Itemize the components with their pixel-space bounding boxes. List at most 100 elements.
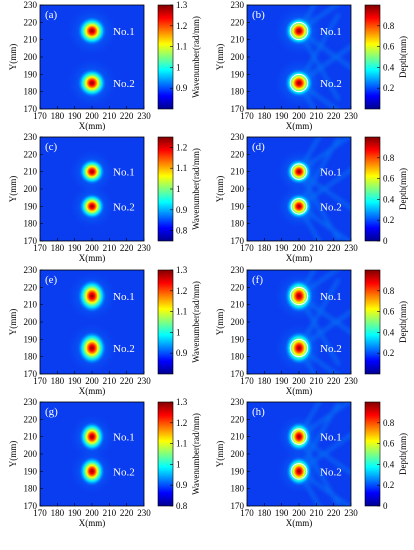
defect-label: No.2 <box>320 78 342 90</box>
y-tick-label: 190 <box>231 466 245 476</box>
y-tick-label: 180 <box>231 484 245 494</box>
defect-spot-1 <box>79 159 105 185</box>
defect-label: No.1 <box>320 432 342 444</box>
y-tick-label: 220 <box>24 149 38 159</box>
panel-g: No.1No.2(g)170 180 190 200 210 220 23017018019… <box>8 397 201 528</box>
y-tick-label: 170 <box>231 369 245 379</box>
y-tick-label: 210 <box>231 167 245 177</box>
y-tick-label: 220 <box>231 149 245 159</box>
defect-spot-2 <box>78 69 106 97</box>
colorbar-tick-label: 0.8 <box>383 286 395 296</box>
x-tick-label: 230 <box>344 111 358 121</box>
x-tick-label: 180 <box>51 508 65 518</box>
defect-label: No.2 <box>113 78 135 90</box>
panel-label: (f) <box>252 274 263 286</box>
defect-outline <box>290 463 308 480</box>
colorbar-tick-label: 0.4 <box>383 327 395 337</box>
x-tick-label: 200 <box>292 111 306 121</box>
panel-d: No.1No.2(d)170 180 190 200 210 220 23017018019… <box>215 132 408 263</box>
heatmap-area <box>40 270 144 374</box>
colorbar-label: Wavenumber(rad/mm) <box>191 281 201 363</box>
x-tick-label: 170 <box>240 111 254 121</box>
x-tick-label: 190 <box>275 111 289 121</box>
x-tick-label: 230 <box>344 243 358 253</box>
colorbar <box>364 136 381 242</box>
x-tick-label: 180 <box>258 508 272 518</box>
panel-h: No.1No.2(h)170 180 190 200 210 220 23017018019… <box>215 397 408 528</box>
colorbar-tick-label: 0.2 <box>383 480 394 490</box>
defect-spot-2 <box>79 456 105 486</box>
y-tick-label: 200 <box>24 184 38 194</box>
x-tick-label: 210 <box>310 111 324 121</box>
colorbar-tick-label: 0.4 <box>383 194 395 204</box>
colorbar-tick-label: 0 <box>383 501 388 511</box>
panel-e: No.1No.2(e)170 180 190 200 210 220 23017018019… <box>8 265 201 396</box>
colorbar-tick-label: 0.4 <box>383 459 395 469</box>
y-tick-label: 180 <box>24 87 38 97</box>
x-tick-label: 220 <box>120 376 134 386</box>
y-axis-label: Y(mm) <box>8 44 18 71</box>
colorbar-tick-label: 1.2 <box>176 286 187 296</box>
colorbar-label: Depth(mm) <box>398 168 408 210</box>
x-tick-label: 230 <box>344 376 358 386</box>
colorbar-label: Depth(mm) <box>398 433 408 475</box>
defect-spot-1 <box>78 279 106 313</box>
colorbar-tick-label: 1 <box>176 184 181 194</box>
x-tick-label: 230 <box>344 508 358 518</box>
x-tick-label: 210 <box>103 508 117 518</box>
y-tick-label: 220 <box>24 17 38 27</box>
y-tick-label: 220 <box>231 17 245 27</box>
colorbar-tick-label: 0.6 <box>383 307 395 317</box>
defect-outline <box>290 198 308 215</box>
x-tick-label: 180 <box>51 243 65 253</box>
x-tick-label: 220 <box>327 508 341 518</box>
defect-outline <box>289 286 309 306</box>
x-tick-label: 170 <box>33 111 47 121</box>
y-tick-label: 190 <box>24 201 38 211</box>
colorbar-tick-label: 0.9 <box>176 480 188 490</box>
y-tick-label: 180 <box>24 352 38 362</box>
heatmap-area <box>247 5 351 109</box>
colorbar-tick-label: 1.1 <box>176 42 187 52</box>
colorbar-tick-label: 1.1 <box>176 163 187 173</box>
x-tick-label: 220 <box>120 243 134 253</box>
x-tick-label: 170 <box>240 376 254 386</box>
colorbar-tick-label: 0.2 <box>383 83 394 93</box>
y-tick-label: 190 <box>231 334 245 344</box>
heatmap-area <box>247 402 351 506</box>
x-tick-label: 170 <box>33 508 47 518</box>
panel-label: (d) <box>252 141 265 153</box>
x-tick-label: 200 <box>292 243 306 253</box>
panel-label: (a) <box>45 9 58 21</box>
colorbar-tick-label: 1.2 <box>176 418 187 428</box>
defect-spot-2 <box>79 193 105 219</box>
x-tick-label: 200 <box>85 243 99 253</box>
x-tick-label: 180 <box>51 111 65 121</box>
x-axis-label: X(mm) <box>286 253 313 263</box>
colorbar-tick-label: 1.3 <box>176 397 188 407</box>
y-tick-label: 190 <box>231 201 245 211</box>
y-axis-label: Y(mm) <box>8 441 18 468</box>
heatmap-area <box>40 402 144 506</box>
y-tick-label: 190 <box>24 69 38 79</box>
defect-spot-1 <box>285 279 313 313</box>
y-tick-label: 230 <box>24 265 38 275</box>
defect-label: No.2 <box>320 466 342 478</box>
x-tick-label: 220 <box>327 243 341 253</box>
y-tick-label: 180 <box>231 87 245 97</box>
panel-label: (h) <box>252 406 265 418</box>
defect-outline <box>289 73 309 93</box>
heatmap-area <box>40 137 144 241</box>
colorbar-tick-label: 1.3 <box>176 265 188 275</box>
colorbar-tick-label: 0.6 <box>383 174 395 184</box>
y-tick-label: 220 <box>231 282 245 292</box>
x-tick-label: 210 <box>103 376 117 386</box>
x-axis-label: X(mm) <box>79 253 106 263</box>
colorbar-label: Wavenumber(rad/mm) <box>191 148 201 230</box>
y-tick-label: 190 <box>24 334 38 344</box>
x-tick-label: 230 <box>137 508 151 518</box>
colorbar-tick-label: 0.9 <box>176 205 188 215</box>
colorbar-tick-label: 0.2 <box>383 348 394 358</box>
defect-label: No.1 <box>113 291 135 303</box>
